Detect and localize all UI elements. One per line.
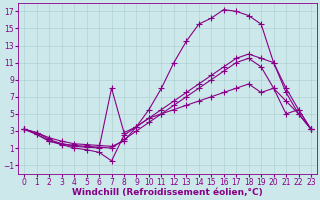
X-axis label: Windchill (Refroidissement éolien,°C): Windchill (Refroidissement éolien,°C) <box>72 188 263 197</box>
